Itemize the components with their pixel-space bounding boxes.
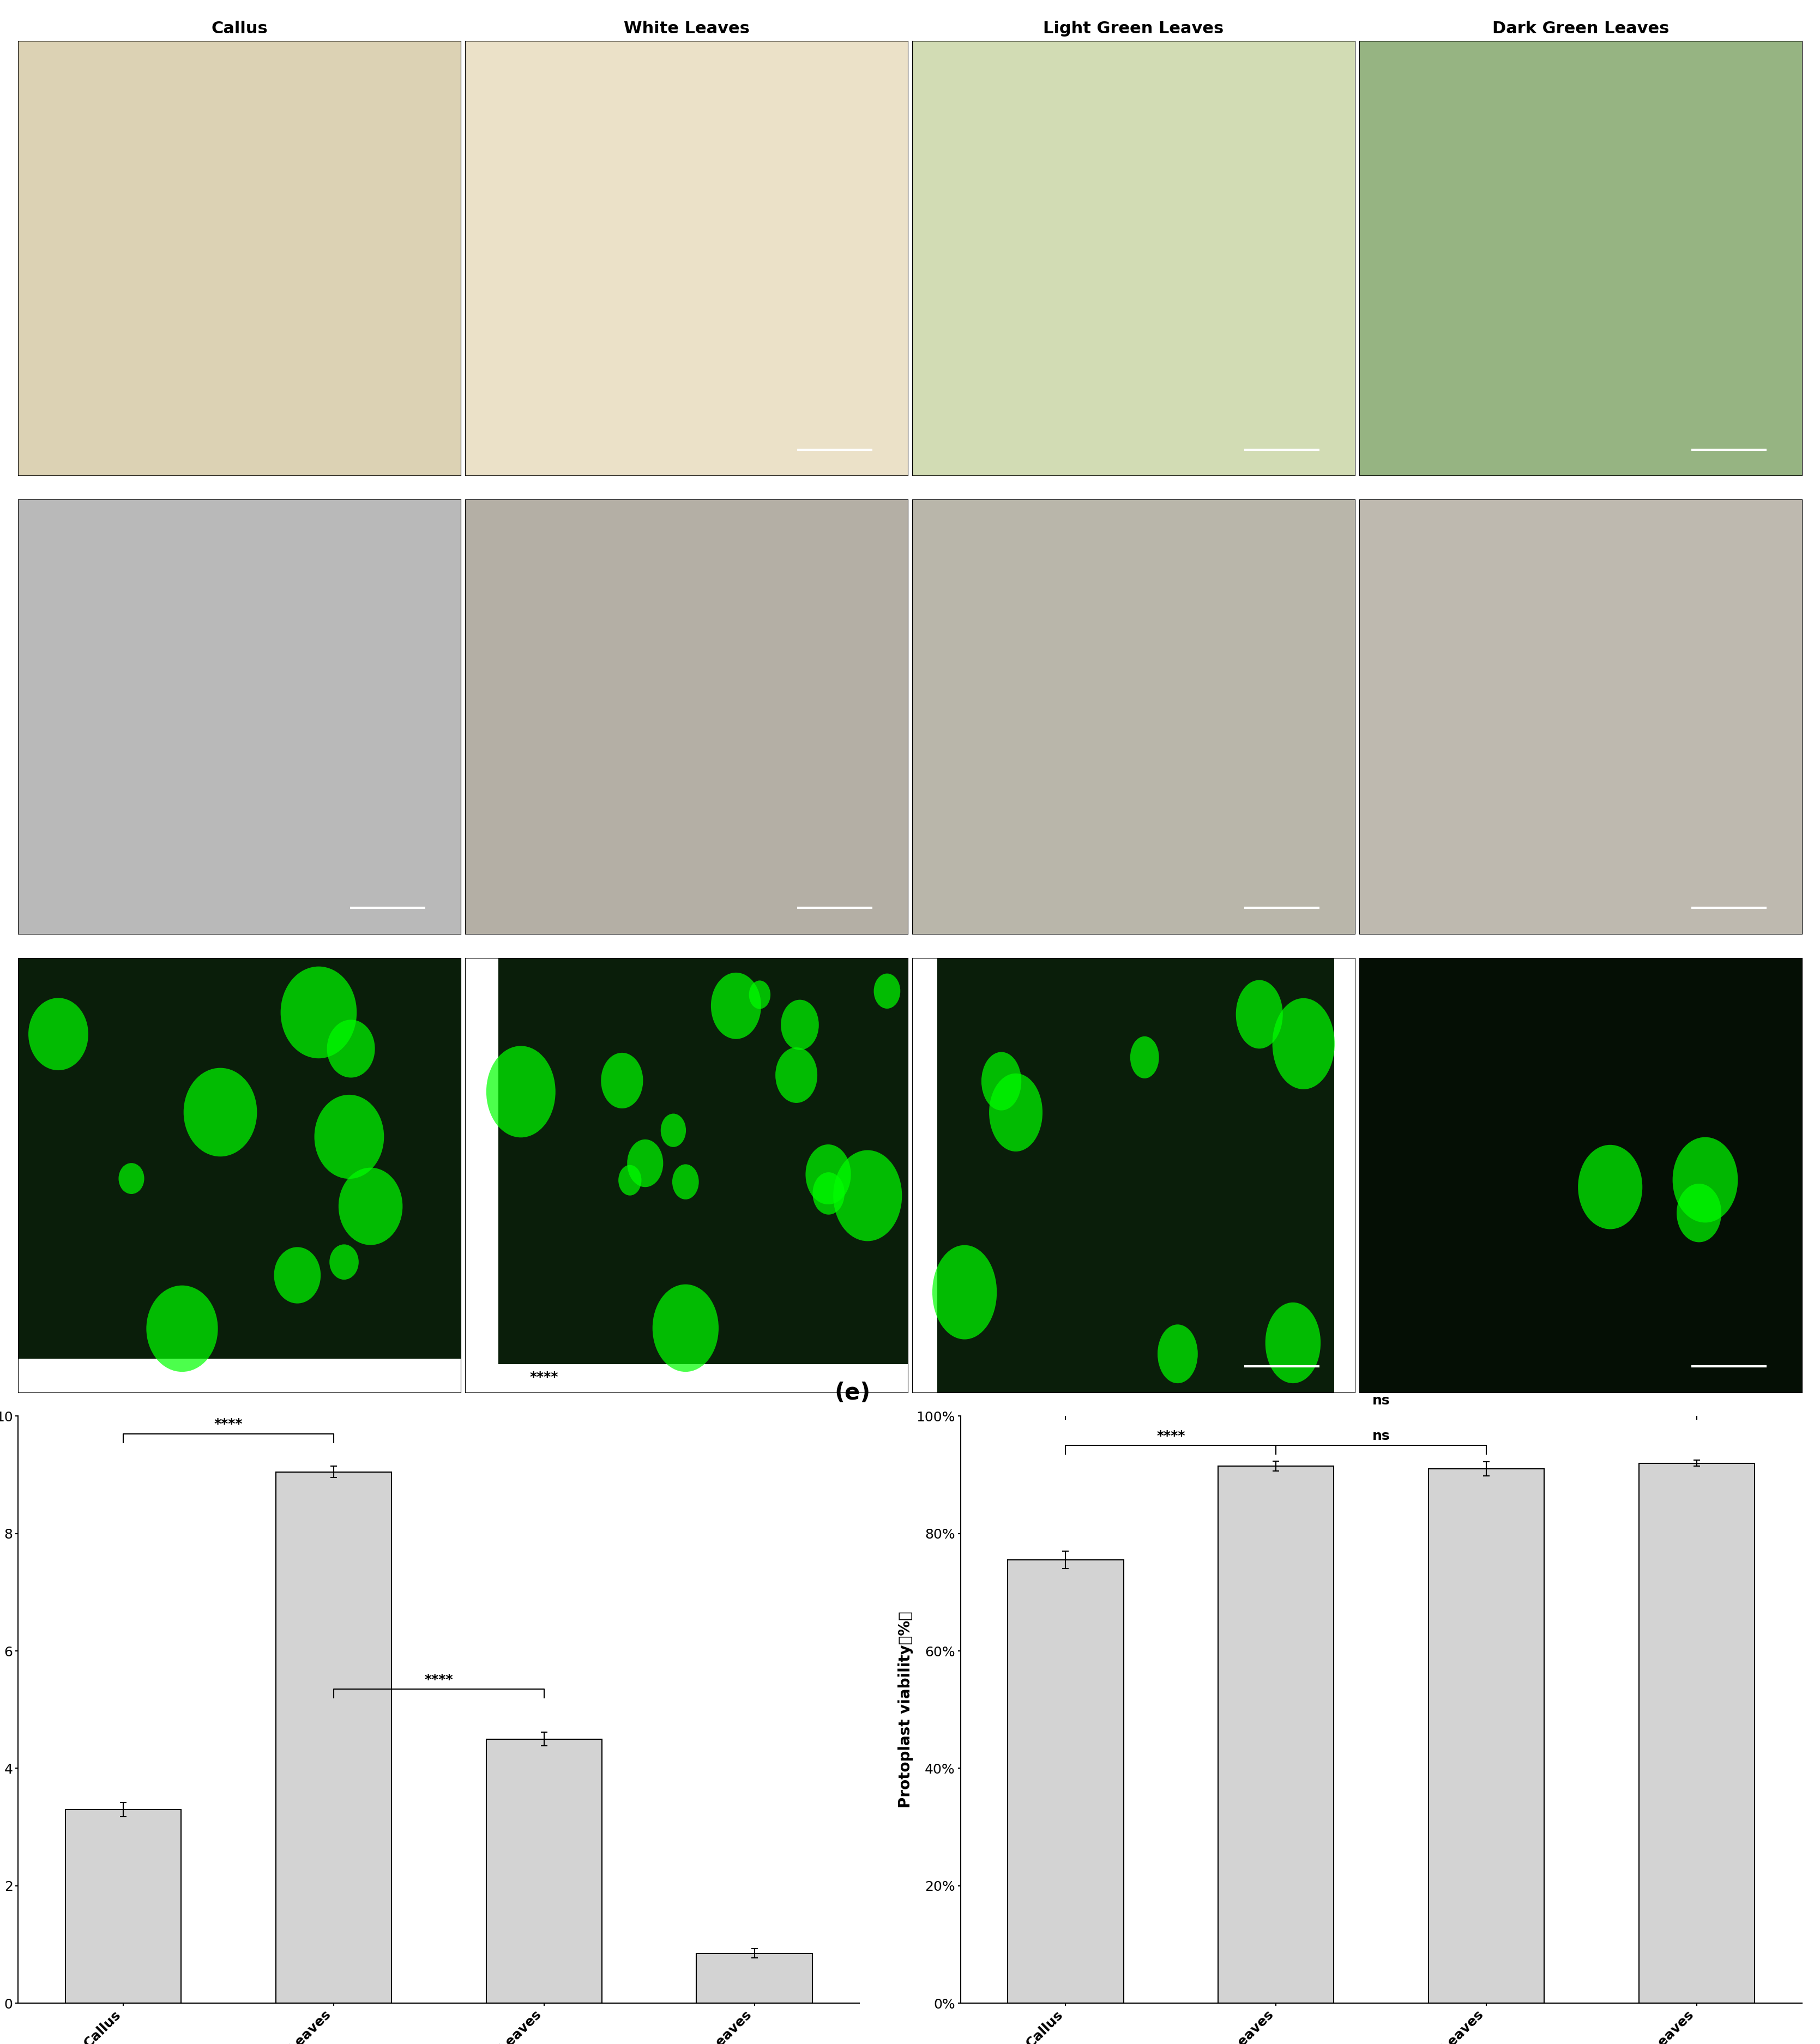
Circle shape <box>315 1096 384 1179</box>
Title: Light Green Leaves: Light Green Leaves <box>1043 20 1223 37</box>
Bar <box>486 1739 602 2003</box>
Circle shape <box>981 1053 1021 1110</box>
Circle shape <box>1236 979 1283 1049</box>
Bar <box>277 1472 391 2003</box>
Circle shape <box>486 1047 555 1136</box>
Bar <box>1638 1464 1754 2003</box>
Circle shape <box>661 1114 686 1147</box>
Circle shape <box>988 1073 1043 1151</box>
Circle shape <box>1265 1302 1321 1384</box>
Text: ns: ns <box>1372 1429 1390 1443</box>
Circle shape <box>672 1165 699 1200</box>
Circle shape <box>329 1245 359 1280</box>
Text: (e): (e) <box>834 1382 870 1404</box>
Title: Dark Green Leaves: Dark Green Leaves <box>1492 20 1669 37</box>
Circle shape <box>184 1067 257 1157</box>
Circle shape <box>932 1245 997 1339</box>
Circle shape <box>1158 1325 1198 1384</box>
Circle shape <box>1673 1136 1738 1222</box>
Circle shape <box>712 973 761 1038</box>
Circle shape <box>806 1145 852 1204</box>
Text: ****: **** <box>1156 1429 1185 1443</box>
Bar <box>1008 1560 1123 2003</box>
Circle shape <box>1676 1183 1722 1243</box>
Circle shape <box>812 1173 844 1214</box>
Circle shape <box>1578 1145 1642 1228</box>
Title: Callus: Callus <box>211 20 268 37</box>
Circle shape <box>339 1167 402 1245</box>
Circle shape <box>601 1053 642 1108</box>
Bar <box>697 1954 812 2003</box>
Y-axis label: Protoplast viability（%）: Protoplast viability（%） <box>897 1611 914 1809</box>
Title: White Leaves: White Leaves <box>624 20 750 37</box>
Circle shape <box>781 1000 819 1051</box>
Circle shape <box>775 1047 817 1104</box>
Text: ****: **** <box>424 1674 453 1686</box>
Bar <box>66 1809 182 2003</box>
Text: ns: ns <box>1372 1394 1390 1408</box>
Circle shape <box>29 997 89 1071</box>
Circle shape <box>275 1247 320 1304</box>
Circle shape <box>834 1151 903 1241</box>
Circle shape <box>118 1163 144 1194</box>
Circle shape <box>146 1286 218 1372</box>
Circle shape <box>750 981 770 1010</box>
Circle shape <box>280 967 357 1059</box>
Bar <box>1429 1470 1543 2003</box>
Circle shape <box>1272 997 1334 1089</box>
Circle shape <box>628 1139 662 1188</box>
Circle shape <box>1130 1036 1159 1079</box>
Bar <box>1218 1466 1334 2003</box>
Text: ****: **** <box>530 1372 559 1384</box>
Circle shape <box>328 1020 375 1077</box>
Circle shape <box>874 973 901 1008</box>
Circle shape <box>619 1165 641 1196</box>
Text: ****: **** <box>215 1419 242 1431</box>
Circle shape <box>653 1284 719 1372</box>
